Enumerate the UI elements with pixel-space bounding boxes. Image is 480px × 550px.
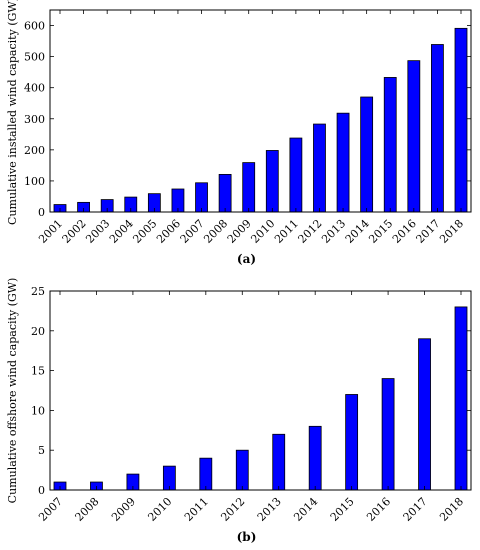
bar <box>454 306 468 491</box>
bar <box>218 173 232 213</box>
y-tick-label: 100 <box>24 175 45 188</box>
bar <box>313 123 326 213</box>
x-tick-label: 2017 <box>414 217 443 246</box>
x-tick-label: 2015 <box>366 217 395 246</box>
x-tick-label: 2001 <box>36 217 65 246</box>
bar <box>265 150 279 213</box>
bar <box>431 44 444 213</box>
y-tick-label: 400 <box>24 82 45 95</box>
bar <box>383 77 397 213</box>
y-tick-label: 600 <box>24 20 45 33</box>
x-tick-label: 2011 <box>272 217 301 246</box>
x-tick-label: 2008 <box>201 217 230 246</box>
y-tick-label: 0 <box>38 484 45 497</box>
x-tick-label: 2012 <box>296 217 325 246</box>
x-tick-label: 2011 <box>182 495 211 524</box>
bar <box>308 425 322 491</box>
x-tick-label: 2008 <box>73 495 102 524</box>
bar <box>272 433 286 491</box>
y-tick-label: 300 <box>24 113 45 126</box>
x-tick-label: 2007 <box>36 495 65 524</box>
plot-frame <box>49 290 472 491</box>
bar <box>336 112 350 213</box>
y-tick-label: 200 <box>24 144 45 157</box>
y-tick-label: 20 <box>31 325 45 338</box>
y-tick-label: 5 <box>38 444 45 457</box>
plot-frame <box>49 9 472 213</box>
bar <box>360 96 374 213</box>
x-tick-label: 2005 <box>130 217 159 246</box>
x-tick-label: 2010 <box>248 217 277 246</box>
x-tick-label: 2014 <box>291 495 320 524</box>
x-tick-label: 2003 <box>83 217 112 246</box>
x-tick-label: 2018 <box>437 217 466 246</box>
y-tick-label: 10 <box>31 404 45 417</box>
bar <box>418 338 431 491</box>
bar <box>199 457 213 491</box>
bar <box>242 162 256 213</box>
bar <box>289 137 303 213</box>
x-tick-label: 2010 <box>145 495 174 524</box>
x-tick-label: 2006 <box>154 217 183 246</box>
y-tick-label: 25 <box>31 285 45 298</box>
bar <box>345 394 359 491</box>
x-tick-label: 2002 <box>60 217 89 246</box>
bar <box>195 182 208 213</box>
y-axis-label: Cumulative installed wind capacity (GW) <box>6 0 19 225</box>
x-tick-label: 2012 <box>218 495 247 524</box>
chart-a: 0100200300400500600200120022003200420052… <box>6 0 472 266</box>
bar <box>235 449 249 491</box>
x-tick-label: 2013 <box>319 217 348 246</box>
bar <box>381 378 395 491</box>
x-tick-label: 2017 <box>401 495 430 524</box>
x-tick-label: 2013 <box>255 495 284 524</box>
x-tick-label: 2004 <box>107 217 136 246</box>
bar <box>454 27 468 213</box>
x-tick-label: 2015 <box>328 495 357 524</box>
x-tick-label: 2009 <box>225 217 254 246</box>
y-tick-label: 500 <box>24 51 45 64</box>
y-tick-label: 15 <box>31 365 45 378</box>
x-tick-label: 2018 <box>437 495 466 524</box>
x-tick-label: 2016 <box>364 495 393 524</box>
x-tick-label: 2009 <box>109 495 138 524</box>
bar <box>407 60 421 213</box>
x-tick-label: 2014 <box>343 217 372 246</box>
y-tick-label: 0 <box>38 206 45 219</box>
x-tick-label: 2016 <box>390 217 419 246</box>
chart-caption: (a) <box>237 252 256 266</box>
x-tick-label: 2007 <box>178 217 207 246</box>
y-axis-label: Cumulative offshore wind capacity (GW) <box>6 278 19 504</box>
chart-caption: (b) <box>237 530 257 544</box>
